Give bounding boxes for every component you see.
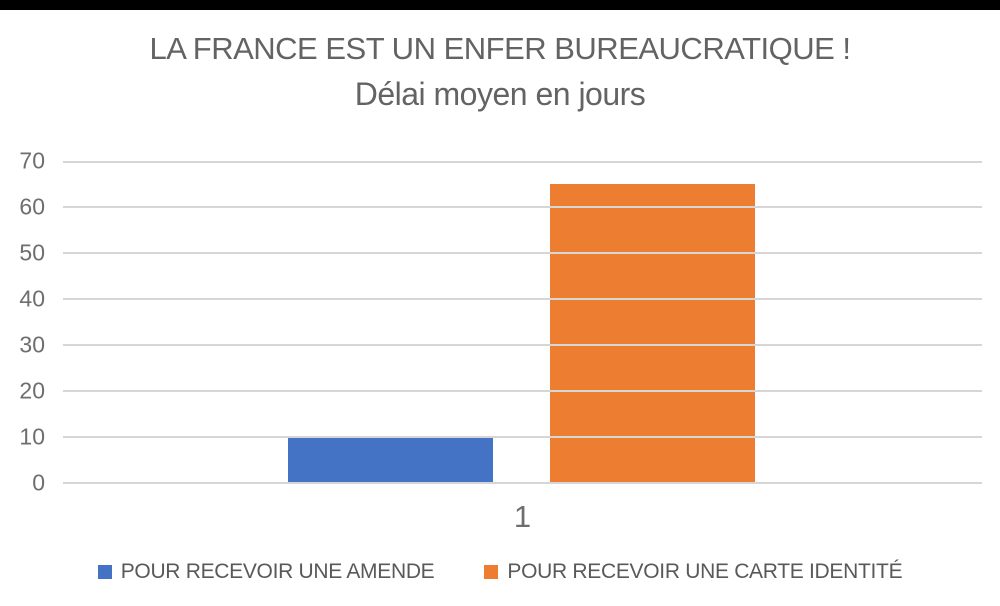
gridline-50 xyxy=(63,252,982,254)
y-tick-label-40: 40 xyxy=(19,285,45,312)
y-tick-label-50: 50 xyxy=(19,239,45,266)
gridline-60 xyxy=(63,206,982,208)
y-tick-label-20: 20 xyxy=(19,377,45,404)
plot-area: 0 10 20 30 40 50 60 70 xyxy=(19,149,982,494)
gridline-20 xyxy=(63,390,982,392)
gridline-0 xyxy=(63,482,982,484)
y-tick-label-30: 30 xyxy=(19,331,45,358)
legend-label-amende: POUR RECEVOIR UNE AMENDE xyxy=(120,560,435,583)
gridline-40 xyxy=(63,298,982,300)
bar-pour-recevoir-une-amende xyxy=(288,437,493,483)
chart-subtitle: Délai moyen en jours xyxy=(354,76,646,112)
gridline-70 xyxy=(63,161,982,163)
y-tick-label-0: 0 xyxy=(32,469,45,496)
top-black-bar xyxy=(0,0,1000,10)
legend-item-carte-identite: POUR RECEVOIR UNE CARTE IDENTITÉ xyxy=(484,560,903,584)
legend-item-amende: POUR RECEVOIR UNE AMENDE xyxy=(97,560,435,584)
y-tick-label-10: 10 xyxy=(19,423,45,450)
gridline-10 xyxy=(63,436,982,438)
gridline-30 xyxy=(63,344,982,346)
x-tick-label: 1 xyxy=(513,499,532,534)
bar-pour-recevoir-une-carte-identite xyxy=(550,184,755,483)
legend-label-carte-identite: POUR RECEVOIR UNE CARTE IDENTITÉ xyxy=(507,560,903,583)
legend: POUR RECEVOIR UNE AMENDE POUR RECEVOIR U… xyxy=(0,560,1000,584)
chart-title: LA FRANCE EST UN ENFER BUREAUCRATIQUE ! xyxy=(149,31,851,66)
legend-swatch-orange-icon xyxy=(484,565,499,579)
y-tick-label-60: 60 xyxy=(19,193,45,220)
legend-swatch-blue-icon xyxy=(97,565,112,579)
y-tick-label-70: 70 xyxy=(19,147,45,174)
